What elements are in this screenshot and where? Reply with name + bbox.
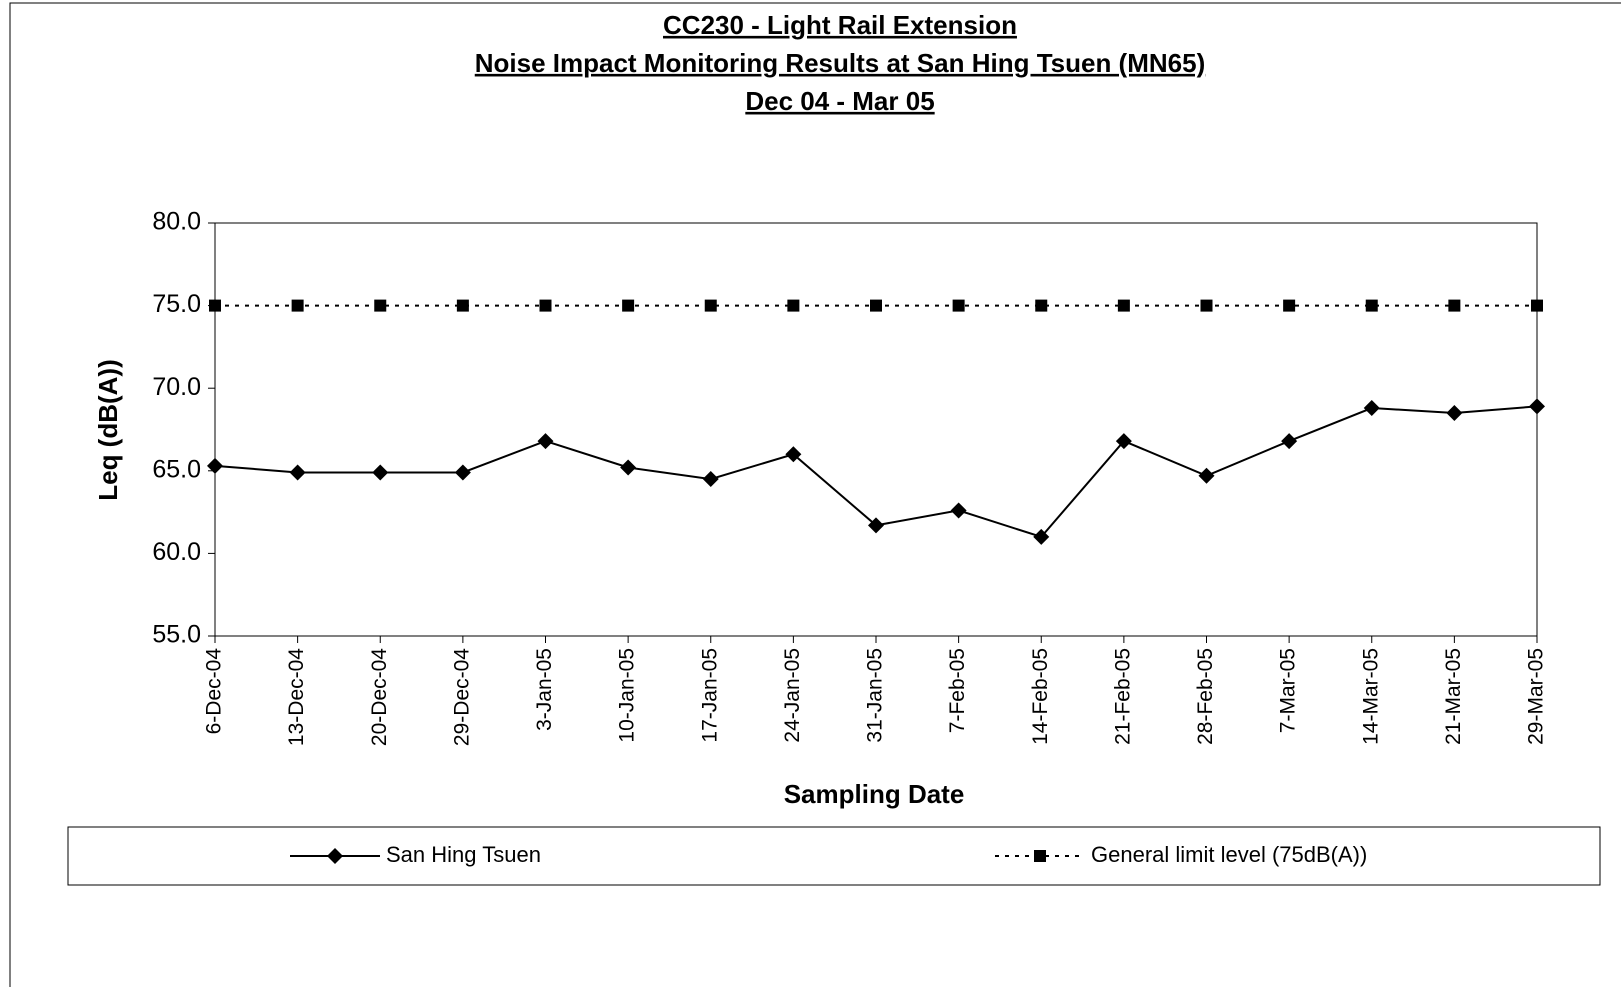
x-tick-label: 14-Mar-05 [1359, 648, 1382, 745]
y-tick-label: 60.0 [152, 538, 201, 566]
chart-border [9, 2, 1621, 987]
data-point [868, 517, 884, 534]
data-point [1446, 404, 1463, 421]
data-point [950, 502, 967, 519]
y-tick-label: 65.0 [152, 455, 201, 483]
legend-box [67, 826, 1601, 886]
data-point [1200, 299, 1213, 312]
data-point [454, 464, 471, 481]
data-point [1531, 299, 1543, 312]
legend-marker [1034, 850, 1046, 862]
data-point [1117, 299, 1130, 312]
x-axis-label: Sampling Date [784, 779, 965, 809]
data-point [209, 299, 221, 312]
data-point [952, 299, 965, 312]
data-point [456, 299, 469, 312]
x-tick-label: 7-Feb-05 [946, 648, 969, 733]
x-tick-label: 28-Feb-05 [1194, 648, 1217, 745]
data-point [1281, 433, 1298, 450]
data-point [787, 299, 800, 312]
data-point [1035, 299, 1048, 312]
data-point [1365, 299, 1378, 312]
legend-marker [327, 848, 343, 864]
data-point [1363, 400, 1380, 417]
data-point [622, 299, 635, 312]
x-tick-label: 21-Feb-05 [1111, 648, 1134, 745]
data-point [291, 299, 304, 312]
x-tick-label: 24-Jan-05 [781, 648, 804, 743]
data-point [374, 299, 387, 312]
plot-area [214, 222, 1538, 637]
data-point [704, 299, 717, 312]
y-tick-label: 55.0 [152, 621, 201, 649]
data-point [702, 471, 719, 488]
x-tick-label: 29-Dec-04 [450, 648, 473, 746]
data-point [289, 464, 306, 481]
x-tick-label: 20-Dec-04 [368, 648, 391, 746]
data-point [207, 457, 223, 474]
y-tick-label: 75.0 [152, 290, 201, 318]
data-point [1115, 433, 1132, 450]
chart-period: Dec 04 - Mar 05 [745, 86, 934, 116]
data-point [620, 459, 637, 476]
x-tick-label: 29-Mar-05 [1525, 648, 1548, 745]
x-tick-label: 14-Feb-05 [1029, 648, 1052, 745]
legend-label: General limit level (75dB(A)) [1091, 842, 1367, 867]
y-tick-label: 80.0 [152, 208, 201, 236]
series-line [214, 405, 1538, 539]
x-tick-label: 7-Mar-05 [1277, 648, 1300, 733]
x-tick-label: 10-Jan-05 [616, 648, 639, 743]
x-tick-label: 31-Jan-05 [864, 648, 887, 743]
chart-subtitle: Noise Impact Monitoring Results at San H… [475, 48, 1205, 78]
data-point [1033, 528, 1050, 545]
x-tick-label: 3-Jan-05 [533, 648, 556, 731]
x-tick-label: 13-Dec-04 [285, 648, 308, 746]
chart-title: CC230 - Light Rail Extension [663, 10, 1017, 40]
data-point [1283, 299, 1296, 312]
data-point [1529, 398, 1545, 415]
x-tick-label: 6-Dec-04 [203, 648, 226, 735]
x-tick-label: 17-Jan-05 [698, 648, 721, 743]
data-point [372, 464, 389, 481]
data-point [539, 299, 552, 312]
data-point [537, 433, 554, 450]
data-point [785, 446, 802, 463]
x-tick-label: 21-Mar-05 [1442, 648, 1465, 745]
data-point [1198, 467, 1215, 484]
y-axis-label: Leq (dB(A)) [93, 359, 123, 501]
data-point [870, 299, 882, 312]
y-tick-label: 70.0 [152, 373, 201, 401]
legend-label: San Hing Tsuen [386, 842, 541, 867]
data-point [1448, 299, 1461, 312]
